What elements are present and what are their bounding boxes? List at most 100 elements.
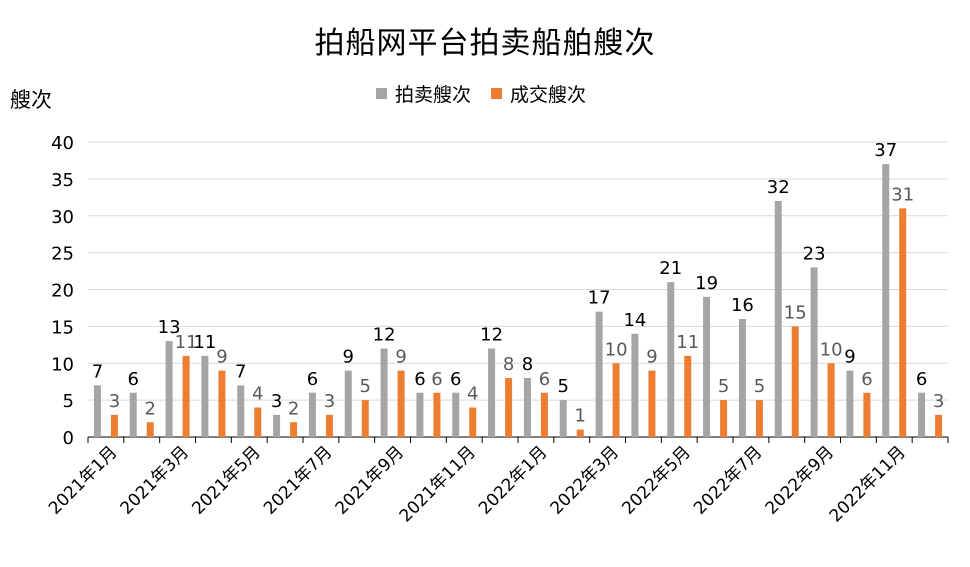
data-label-auction: 5: [558, 376, 569, 397]
data-label-auction: 23: [803, 243, 826, 264]
y-tick-label: 35: [51, 170, 74, 191]
bar-deal: [720, 400, 728, 437]
data-label-deal: 5: [360, 376, 371, 397]
bar-deal: [325, 414, 333, 437]
bar-deal: [576, 429, 584, 437]
bar-auction: [165, 341, 173, 437]
data-label-auction: 6: [307, 369, 318, 390]
bar-deal: [648, 370, 656, 437]
bar-auction: [882, 164, 890, 437]
bar-deal: [433, 392, 441, 437]
bar-deal: [755, 400, 763, 437]
y-tick-label: 20: [51, 281, 74, 302]
data-label-auction: 19: [695, 273, 718, 294]
data-label-deal: 6: [539, 369, 550, 390]
bar-deal: [863, 392, 871, 437]
bar-auction: [846, 370, 854, 437]
data-label-auction: 17: [588, 288, 611, 309]
x-tick-label: 2021年1月: [45, 442, 121, 518]
data-label-auction: 12: [373, 325, 396, 346]
bar-deal: [218, 370, 226, 437]
data-label-deal: 5: [718, 376, 729, 397]
y-axis-label: 艘次: [10, 88, 52, 112]
x-tick-label: 2021年9月: [332, 442, 408, 518]
data-label-deal: 11: [175, 332, 198, 353]
y-tick-label: 10: [51, 354, 74, 375]
legend: 拍卖艘次 成交艘次: [376, 80, 606, 107]
data-label-deal: 3: [933, 391, 944, 412]
legend-label-auction: 拍卖艘次: [395, 84, 472, 106]
data-label-deal: 2: [145, 398, 156, 419]
y-tick-label: 0: [63, 428, 74, 449]
data-label-deal: 31: [891, 184, 914, 205]
legend-label-deal: 成交艘次: [510, 84, 587, 106]
bar-deal: [254, 407, 262, 437]
data-label-auction: 3: [271, 391, 282, 412]
legend-item-auction: 拍卖艘次: [376, 80, 471, 107]
bar-deal: [290, 422, 298, 437]
bar-deal: [612, 363, 620, 437]
data-label-deal: 5: [754, 376, 765, 397]
bar-auction: [452, 392, 460, 437]
y-tick-label: 5: [63, 391, 74, 412]
bar-auction: [380, 348, 388, 437]
bar-auction: [703, 296, 711, 437]
bar-auction: [129, 392, 137, 437]
data-label-auction: 8: [522, 354, 533, 375]
bar-auction: [273, 414, 281, 437]
x-tick-label: 2022年3月: [547, 442, 623, 518]
x-tick-label: 2022年1月: [475, 442, 551, 518]
data-label-auction: 16: [731, 295, 754, 316]
legend-item-deal: 成交艘次: [491, 80, 586, 107]
data-label-auction: 7: [92, 361, 103, 382]
data-label-auction: 7: [235, 361, 246, 382]
bar-deal: [935, 414, 943, 437]
bar-deal: [684, 355, 692, 437]
data-label-deal: 4: [467, 384, 478, 405]
data-label-deal: 8: [503, 354, 514, 375]
y-tick-label: 15: [51, 317, 74, 338]
x-tick-label: 2021年3月: [117, 442, 193, 518]
bar-deal: [182, 355, 190, 437]
bar-auction: [201, 355, 209, 437]
legend-swatch-auction: [376, 88, 387, 99]
bar-auction: [523, 378, 531, 437]
data-label-auction: 9: [343, 347, 354, 368]
bar-deal: [110, 414, 118, 437]
data-label-deal: 9: [216, 347, 227, 368]
bar-deal: [469, 407, 477, 437]
bar-auction: [308, 392, 316, 437]
x-tick-label: 2021年11月: [396, 442, 480, 526]
data-label-deal: 1: [575, 406, 586, 427]
data-label-deal: 3: [109, 391, 120, 412]
bar-deal: [827, 363, 835, 437]
data-label-deal: 10: [605, 339, 628, 360]
data-label-deal: 10: [820, 339, 843, 360]
data-label-deal: 6: [861, 369, 872, 390]
y-tick-label: 30: [51, 207, 74, 228]
data-label-auction: 14: [623, 310, 646, 331]
data-label-auction: 13: [158, 317, 181, 338]
bar-auction: [416, 392, 424, 437]
bar-auction: [738, 319, 746, 437]
data-label-auction: 32: [767, 177, 790, 198]
bar-auction: [559, 400, 567, 437]
bar-deal: [505, 378, 513, 437]
data-label-deal: 9: [395, 347, 406, 368]
x-tick-label: 2022年5月: [618, 442, 694, 518]
bar-auction: [344, 370, 352, 437]
x-tick-label: 2021年5月: [188, 442, 264, 518]
data-label-auction: 11: [193, 332, 216, 353]
x-tick-label: 2022年9月: [762, 442, 838, 518]
bar-deal: [899, 208, 907, 437]
bar-auction: [488, 348, 496, 437]
bar-auction: [93, 385, 101, 437]
bar-auction: [631, 333, 639, 437]
data-label-deal: 3: [324, 391, 335, 412]
data-label-deal: 9: [646, 347, 657, 368]
data-label-deal: 2: [288, 398, 299, 419]
bar-deal: [791, 326, 799, 437]
chart-title: 拍船网平台拍卖船舶艘次: [314, 26, 656, 61]
data-label-auction: 37: [874, 140, 897, 161]
